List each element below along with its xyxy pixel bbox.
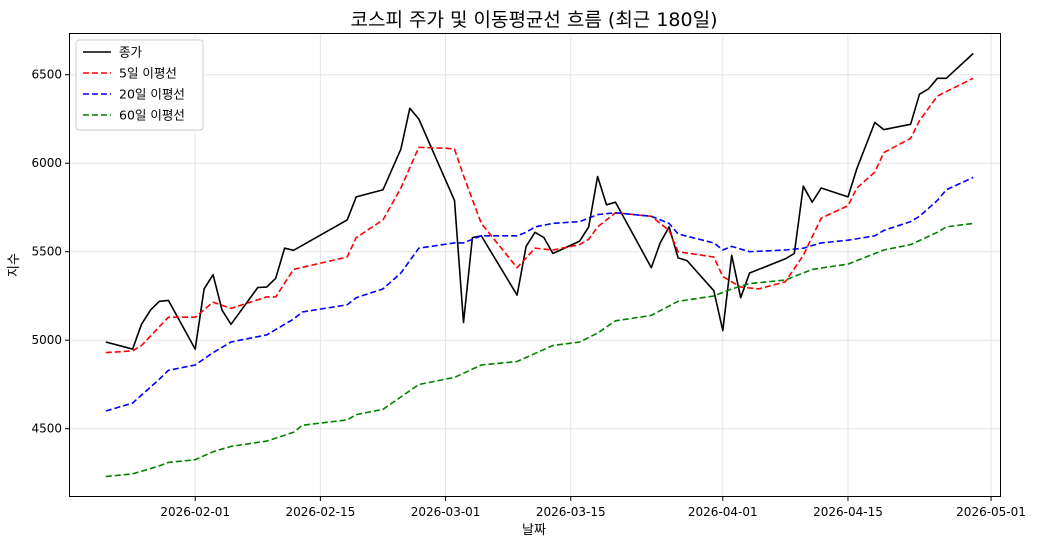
x-tick-label: 2026-02-01 [160, 505, 230, 519]
legend-label: 60일 이평선 [119, 108, 185, 123]
plot-frame [69, 33, 1001, 497]
series-line-2 [105, 176, 974, 412]
legend-box [75, 39, 204, 131]
y-axis-label: 지수 [7, 253, 22, 277]
legend-label: 20일 이평선 [119, 87, 185, 102]
series-line-1 [105, 77, 974, 354]
x-axis-label: 날짜 [522, 523, 546, 538]
legend-label: 종가 [119, 45, 143, 60]
chart-title: 코스피 주가 및 이동평균선 흐름 (최근 180일) [350, 9, 717, 31]
series-line-0 [105, 52, 974, 350]
legend: 종가 5일 이평선 20일 이평선 60일 이평선 [75, 39, 204, 131]
series-lines [105, 52, 974, 478]
x-tick-label: 2026-03-01 [411, 505, 481, 519]
y-tick-label: 4500 [31, 422, 62, 436]
y-tick-label: 6000 [31, 156, 62, 170]
series-line-3 [105, 222, 974, 478]
y-tick-label: 5000 [31, 333, 62, 347]
x-tick-label: 2026-04-01 [688, 505, 758, 519]
x-tick-label: 2026-02-15 [286, 505, 356, 519]
y-tick-label: 6500 [31, 68, 62, 82]
legend-label: 5일 이평선 [119, 66, 177, 81]
x-tick-label: 2026-04-15 [813, 505, 883, 519]
x-tick-label: 2026-05-01 [956, 505, 1026, 519]
grid [70, 34, 1000, 496]
axis-ticks: 2026-02-01 2026-02-15 2026-03-01 2026-03-15… [31, 68, 1025, 519]
x-tick-label: 2026-03-15 [536, 505, 606, 519]
y-tick-label: 5500 [31, 245, 62, 259]
